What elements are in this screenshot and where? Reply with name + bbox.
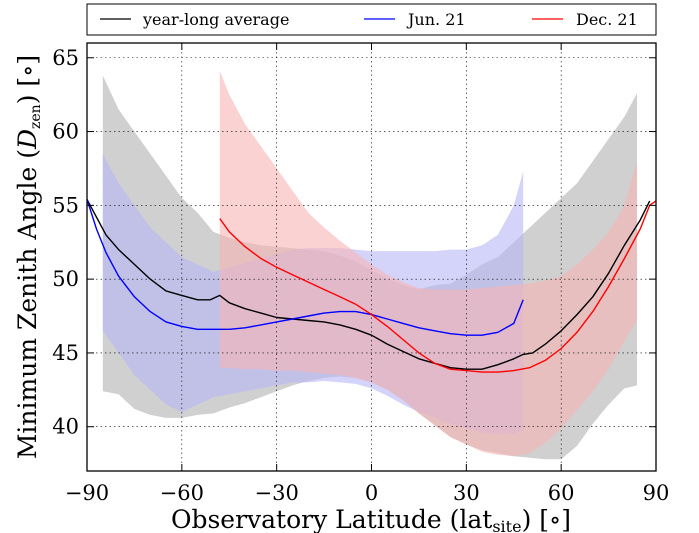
y-tick-label: 45 (52, 341, 79, 365)
line-year-long-average (87, 199, 651, 370)
x-tick-label: 30 (453, 481, 480, 505)
x-tick-label: 0 (365, 481, 378, 505)
y-axis-title: Minimum Zenith Angle (Dzen) [∘] (13, 55, 44, 459)
legend-label-dec-21: Dec. 21 (576, 10, 638, 29)
x-axis-title: Observatory Latitude (latsite) [∘] (171, 505, 571, 533)
x-tick-label: 60 (548, 481, 575, 505)
y-axis-title-subscript: zen (28, 104, 44, 129)
line-jun-21 (87, 199, 524, 336)
series-lines (87, 199, 656, 373)
x-tick-label: −60 (160, 481, 204, 505)
x-tick-label: −30 (255, 481, 299, 505)
y-tick-label: 60 (52, 120, 79, 144)
y-axis-title-unit: ) [∘] (13, 55, 42, 104)
band-dec-21 (219, 71, 638, 457)
y-axis-title-symbol: D (13, 129, 42, 150)
gridlines (87, 43, 656, 471)
x-tick-label: −90 (65, 481, 109, 505)
y-tick-label: 55 (52, 193, 79, 217)
y-axis-title-text: Minimum Zenith Angle ( (13, 149, 42, 459)
y-tick-label: 40 (52, 415, 79, 439)
x-axis-title-unit: ) [∘] (522, 505, 571, 533)
axis-ticks: −90 −60 −30 0 30 60 90 40 45 50 55 60 65 (52, 43, 669, 505)
y-tick-label: 65 (52, 46, 79, 70)
x-tick-label: 90 (643, 481, 670, 505)
line-dec-21 (219, 200, 656, 373)
legend: year-long average Jun. 21 Dec. 21 (86, 3, 657, 36)
x-axis-title-text: Observatory Latitude (lat (171, 505, 492, 533)
legend-label-year-long-average: year-long average (142, 10, 289, 29)
legend-label-jun-21: Jun. 21 (406, 10, 466, 29)
y-tick-label: 50 (52, 267, 79, 291)
x-axis-title-subscript: site (492, 517, 521, 533)
